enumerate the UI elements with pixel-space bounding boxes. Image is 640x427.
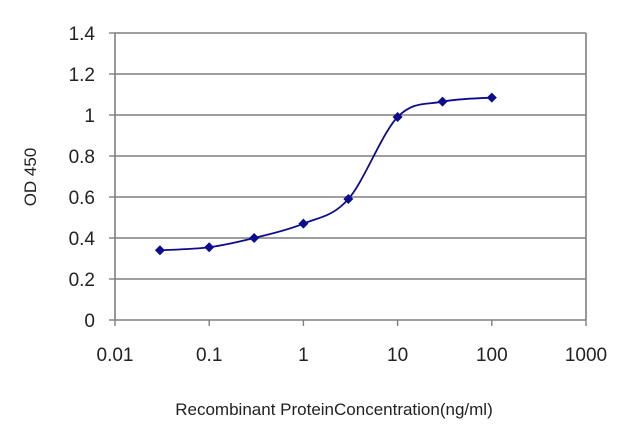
data-point-marker xyxy=(204,242,215,253)
y-tick-label: 0 xyxy=(84,311,95,332)
y-tick-label: 0.2 xyxy=(69,270,95,291)
y-tick-labels: 0 0.2 0.4 0.6 0.8 1 1.2 1.4 xyxy=(69,24,96,332)
x-tick-label: 0.1 xyxy=(196,345,222,366)
data-point-marker xyxy=(392,112,403,123)
x-tick-label: 0.01 xyxy=(97,345,134,366)
y-tick-label: 1 xyxy=(84,106,95,127)
axes xyxy=(109,32,587,326)
gridlines xyxy=(115,32,586,280)
data-point-marker xyxy=(249,233,260,243)
x-tick-label: 100 xyxy=(476,345,508,366)
series-line xyxy=(159,96,492,252)
x-tick-label: 1 xyxy=(298,345,309,366)
x-tick-label: 1000 xyxy=(565,345,607,366)
x-axis-title: Recombinant ProteinConcentration(ng/ml) xyxy=(175,400,493,419)
y-axis-title: OD 450 xyxy=(21,148,40,207)
y-tick-label: 1.2 xyxy=(69,65,95,86)
data-point-marker xyxy=(154,245,165,256)
y-tick-label: 0.6 xyxy=(69,188,95,209)
y-tick-label: 0.4 xyxy=(69,229,96,250)
data-point-marker xyxy=(298,218,309,229)
y-tick-label: 0.8 xyxy=(69,147,95,168)
data-series xyxy=(154,92,497,256)
x-tick-label: 10 xyxy=(387,345,408,366)
data-point-marker xyxy=(437,96,448,107)
data-point-marker xyxy=(343,194,354,205)
y-tick-label: 1.4 xyxy=(69,24,96,45)
x-tick-labels: 0.01 0.1 1 10 100 1000 xyxy=(97,345,608,366)
data-point-marker xyxy=(486,92,497,103)
